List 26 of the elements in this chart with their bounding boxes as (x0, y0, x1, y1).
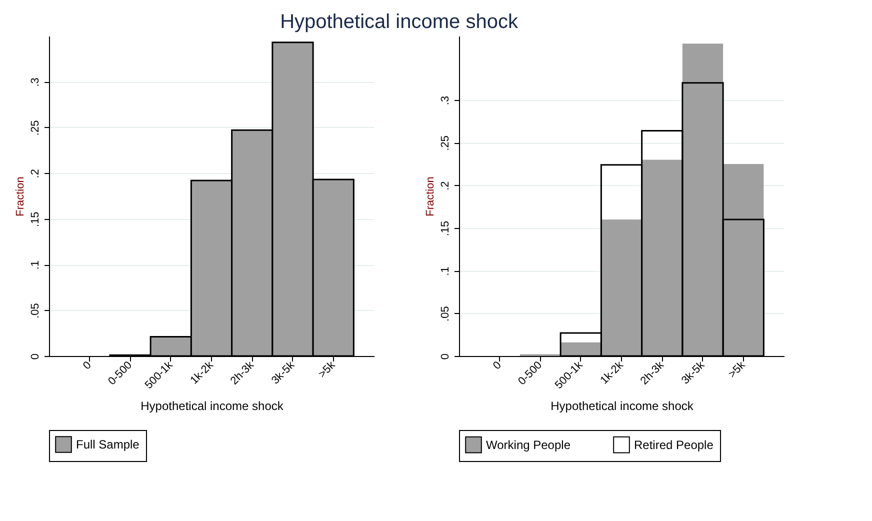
y-tick-label: 0 (30, 353, 42, 360)
y-tick-label: .15 (440, 220, 452, 236)
y-tick-label: .05 (440, 306, 452, 322)
y-tick-label: .3 (30, 78, 42, 87)
y-tick-label: .1 (440, 266, 452, 276)
y-tick-label: .3 (440, 96, 452, 106)
legend-label: Working People (486, 438, 571, 452)
legend-label: Full Sample (76, 438, 140, 452)
y-tick-label: .2 (440, 181, 452, 190)
y-tick-label: .15 (30, 212, 42, 228)
y-axis-title: Fraction (424, 176, 436, 216)
x-tick-label: 0 (81, 359, 94, 372)
y-tick-label: .05 (30, 303, 42, 318)
x-axis-title: Hypothetical income shock (550, 398, 694, 413)
y-tick-label: .2 (30, 169, 42, 178)
y-tick-label: .25 (440, 136, 452, 151)
legend-label: Retired People (634, 438, 714, 452)
y-tick-label: .1 (30, 260, 42, 270)
y-tick-label: 0 (440, 353, 452, 360)
x-tick-label: >5k (316, 358, 338, 381)
x-axis-title: Hypothetical income shock (140, 398, 284, 413)
x-tick-label: 0 (491, 359, 504, 372)
y-axis-title: Fraction (14, 176, 26, 216)
chart-title: Hypothetical income shock (280, 11, 519, 33)
y-tick-label: .25 (30, 120, 42, 136)
x-tick-label: >5k (726, 358, 748, 381)
